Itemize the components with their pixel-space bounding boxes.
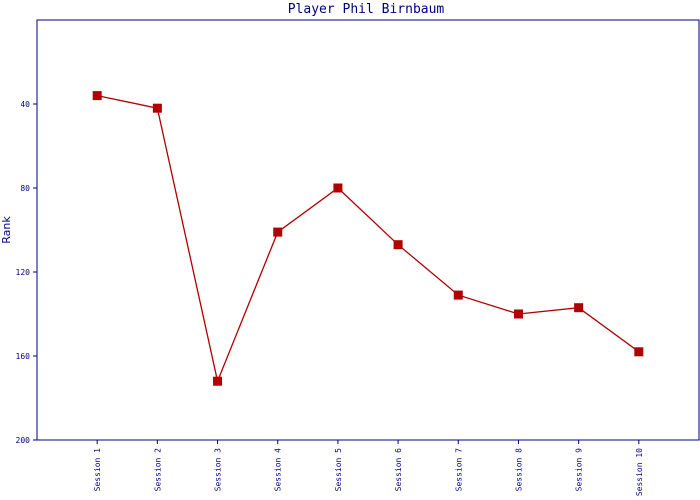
x-tick-label: Session 7 xyxy=(454,448,463,492)
x-tick-label: Session 4 xyxy=(274,448,283,492)
marker xyxy=(634,347,644,357)
x-tick-label: Session 5 xyxy=(334,448,343,492)
x-tick-label: Session 3 xyxy=(214,448,223,492)
plot-frame xyxy=(36,19,700,441)
x-tick-label: Session 2 xyxy=(153,448,162,492)
x-tick-label: Session 6 xyxy=(394,448,403,492)
marker xyxy=(574,303,584,313)
x-tick-label: Session 1 xyxy=(93,448,102,492)
marker xyxy=(393,240,403,250)
x-tick-label: Session 9 xyxy=(575,448,584,492)
y-axis-label: Rank xyxy=(0,216,13,244)
chart-title: Player Phil Birnbaum xyxy=(288,2,445,17)
y-tick-label: 160 xyxy=(16,352,31,361)
line xyxy=(97,94,640,384)
y-tick-label: 200 xyxy=(16,436,31,445)
x-tick-label: Session 10 xyxy=(635,448,644,496)
marker xyxy=(453,290,463,300)
marker xyxy=(333,183,343,193)
x-tick-label: Session 8 xyxy=(514,448,523,492)
marker xyxy=(213,376,223,386)
marker xyxy=(513,309,523,319)
y-tick-label: 120 xyxy=(16,268,31,277)
y-tick-label: 40 xyxy=(20,100,30,109)
marker xyxy=(92,91,102,101)
marker xyxy=(152,103,162,113)
y-tick-label: 80 xyxy=(20,184,30,193)
marker xyxy=(273,227,283,237)
